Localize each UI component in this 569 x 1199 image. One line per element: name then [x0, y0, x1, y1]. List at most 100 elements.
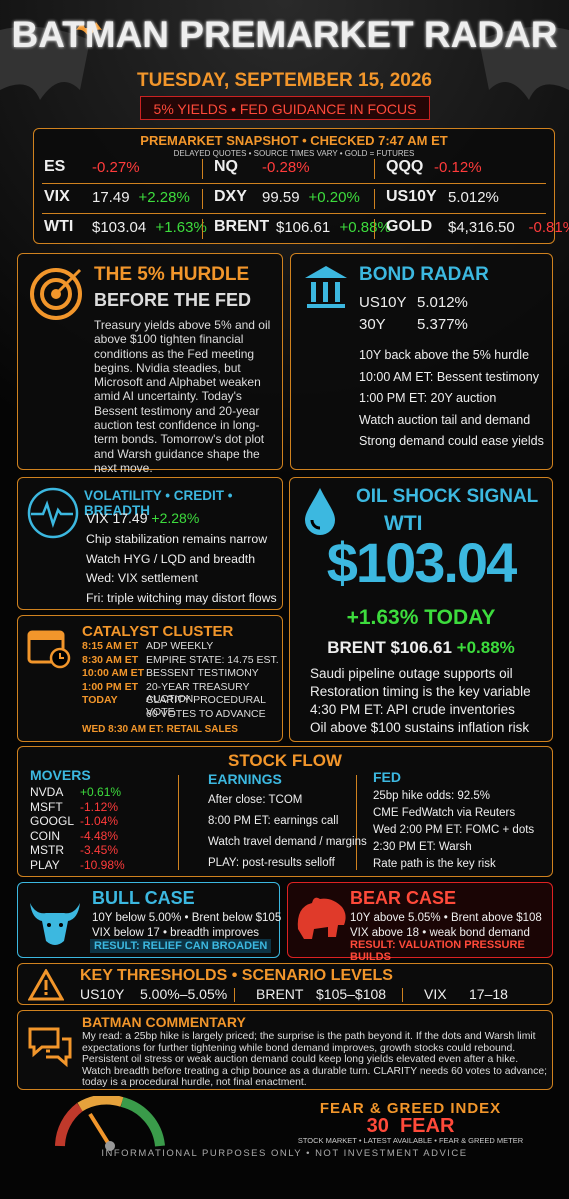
symbol: ES — [44, 158, 66, 175]
oil-note: Oil above $100 sustains inflation risk — [310, 720, 530, 735]
fed-note: CME FedWatch via Reuters — [373, 807, 516, 819]
calendar-icon — [27, 630, 71, 669]
pulse-icon — [27, 487, 79, 539]
col-divider — [202, 159, 203, 179]
event-text: ADP WEEKLY — [146, 640, 214, 652]
threshold-divider — [234, 988, 235, 1002]
hurdle-subtitle: BEFORE THE FED — [94, 290, 252, 310]
mover-ticker: GOOGL — [30, 814, 75, 828]
symbol: BRENT — [214, 218, 270, 235]
bear-icon — [297, 897, 346, 939]
event-time: 8:30 AM ET — [82, 653, 139, 666]
change: -0.81% — [528, 219, 569, 236]
price: $106.61 — [276, 219, 331, 236]
brent-price: BRENT $106.61 — [327, 638, 452, 657]
vol-note: Watch HYG / LQD and breadth — [86, 551, 256, 566]
catalyst-panel: CATALYST CLUSTER WED 8:30 AM ET: RETAIL … — [17, 615, 283, 742]
change: -0.27% — [92, 159, 140, 176]
threshold-name: US10Y — [80, 986, 125, 1002]
chat-icon — [28, 1027, 72, 1068]
wti-change: +1.63% TODAY — [346, 606, 496, 629]
bull-note: VIX below 17 • breadth improves — [92, 927, 260, 939]
price: 99.59 — [262, 189, 300, 206]
symbol: US10Y — [386, 188, 437, 205]
fed-note: 2:30 PM ET: Warsh — [373, 841, 472, 853]
event-time: TODAY — [82, 694, 118, 706]
snapshot-note: DELAYED QUOTES • SOURCE TIMES VARY • GOL… — [173, 149, 415, 158]
vol-title: VOLATILITY • CREDIT • BREADTH — [84, 488, 233, 518]
threshold-name: VIX — [424, 986, 447, 1002]
title: BATMAN PREMARKET RADAR — [11, 14, 558, 55]
fed-title: FED — [373, 769, 401, 785]
threshold-divider — [402, 988, 403, 1002]
brent-change: +0.88% — [456, 638, 515, 657]
stock-flow-title: STOCK FLOW — [228, 751, 342, 770]
bond-title: BOND RADAR — [359, 264, 489, 285]
wti-price: $103.04 — [326, 531, 517, 594]
col-divider — [374, 219, 375, 239]
bond-yield: 5.012% — [417, 294, 468, 311]
fed-note: Wed 2:00 PM ET: FOMC + dots — [373, 824, 535, 836]
threshold-range: 5.00%–5.05% — [140, 986, 228, 1002]
snapshot: PREMARKET SNAPSHOT • CHECKED 7:47 AM ET … — [33, 128, 569, 244]
change: +0.20% — [308, 189, 360, 206]
vix-value: VIX 17.49 — [86, 510, 148, 526]
bear-note: VIX above 18 • weak bond demand — [350, 927, 530, 939]
bear-title: BEAR CASE — [350, 888, 457, 908]
commentary-text: My read: a 25bp hike is largely priced; … — [82, 1031, 547, 1089]
movers-title: MOVERS — [30, 767, 91, 783]
bond-name: 30Y — [359, 316, 386, 333]
event-text: EMPIRE STATE: 14.75 EST. — [146, 653, 279, 666]
mover-change: -4.48% — [80, 828, 119, 843]
change: -0.12% — [434, 159, 482, 176]
mover-change: -10.98% — [80, 857, 125, 872]
threshold-name: BRENT — [256, 986, 304, 1002]
mover-ticker: NVDA — [30, 785, 64, 799]
symbol: GOLD — [386, 218, 433, 235]
symbol: WTI — [44, 218, 74, 235]
bond-panel: BOND RADAR US10Y 5.012% 30Y 5.377% 10Y back … — [290, 253, 553, 470]
col-divider — [202, 219, 203, 239]
wti-label: WTI — [384, 512, 423, 535]
vix-change: +2.28% — [151, 510, 200, 526]
price: $103.04 — [92, 219, 147, 236]
bull-title: BULL CASE — [92, 888, 195, 908]
hurdle-panel: THE 5% HURDLE BEFORE THE FED Treasury yi… — [17, 253, 283, 475]
threshold-range: $105–$108 — [316, 986, 387, 1002]
hurdle-body: Treasury yields above 5% and oil above $… — [94, 318, 271, 475]
event-time: 1:00 PM ET — [82, 680, 139, 693]
bond-note: 10:00 AM ET: Bessent testimony — [359, 369, 539, 384]
bear-result: RESULT: VALUATION PRESSURE BUILDS — [350, 939, 525, 963]
bond-note: Strong demand could ease yields — [359, 434, 544, 448]
fear-gauge — [55, 1096, 165, 1151]
event-text: BESSENT TESTIMONY — [146, 667, 259, 679]
mover-ticker: PLAY — [30, 857, 60, 872]
change: +2.28% — [138, 189, 190, 206]
row-divider — [42, 183, 546, 184]
bull-note: 10Y below 5.00% • Brent below $105 — [92, 912, 282, 924]
catalyst-footer: WED 8:30 AM ET: RETAIL SALES — [82, 724, 238, 735]
bank-icon — [305, 266, 347, 308]
earnings-note: After close: TCOM — [208, 794, 303, 806]
mover-ticker: MSFT — [30, 799, 63, 814]
price: $4,316.50 — [448, 219, 515, 236]
earnings-title: EARNINGS — [208, 771, 282, 787]
change: +1.63% — [155, 219, 207, 236]
event-time: 10:00 AM ET — [82, 667, 145, 679]
oil-note: Saudi pipeline outage supports oil — [310, 666, 513, 681]
thresholds-panel: KEY THRESHOLDS • SCENARIO LEVELS US10Y 5.… — [17, 963, 553, 1005]
fed-note: Rate path is the key risk — [373, 858, 496, 870]
bat-wings — [0, 22, 569, 101]
symbol: VIX — [44, 188, 70, 205]
vol-note: Fri: triple witching may distort flows — [86, 590, 277, 605]
event-text: 20-YEAR TREASURY AUCTION — [146, 680, 250, 705]
thresholds-title: KEY THRESHOLDS • SCENARIO LEVELS — [80, 967, 393, 984]
vol-note: Chip stabilization remains narrow — [86, 532, 268, 546]
threshold-range: 17–18 — [469, 986, 508, 1002]
oil-note: Restoration timing is the key variable — [310, 684, 531, 699]
drop-icon — [305, 488, 335, 535]
bull-panel: BULL CASE RESULT: RELIEF CAN BROADEN 10Y… — [17, 882, 282, 958]
catalyst-title: CATALYST CLUSTER — [82, 623, 234, 640]
fear-greed-label: FEAR — [399, 1115, 455, 1137]
